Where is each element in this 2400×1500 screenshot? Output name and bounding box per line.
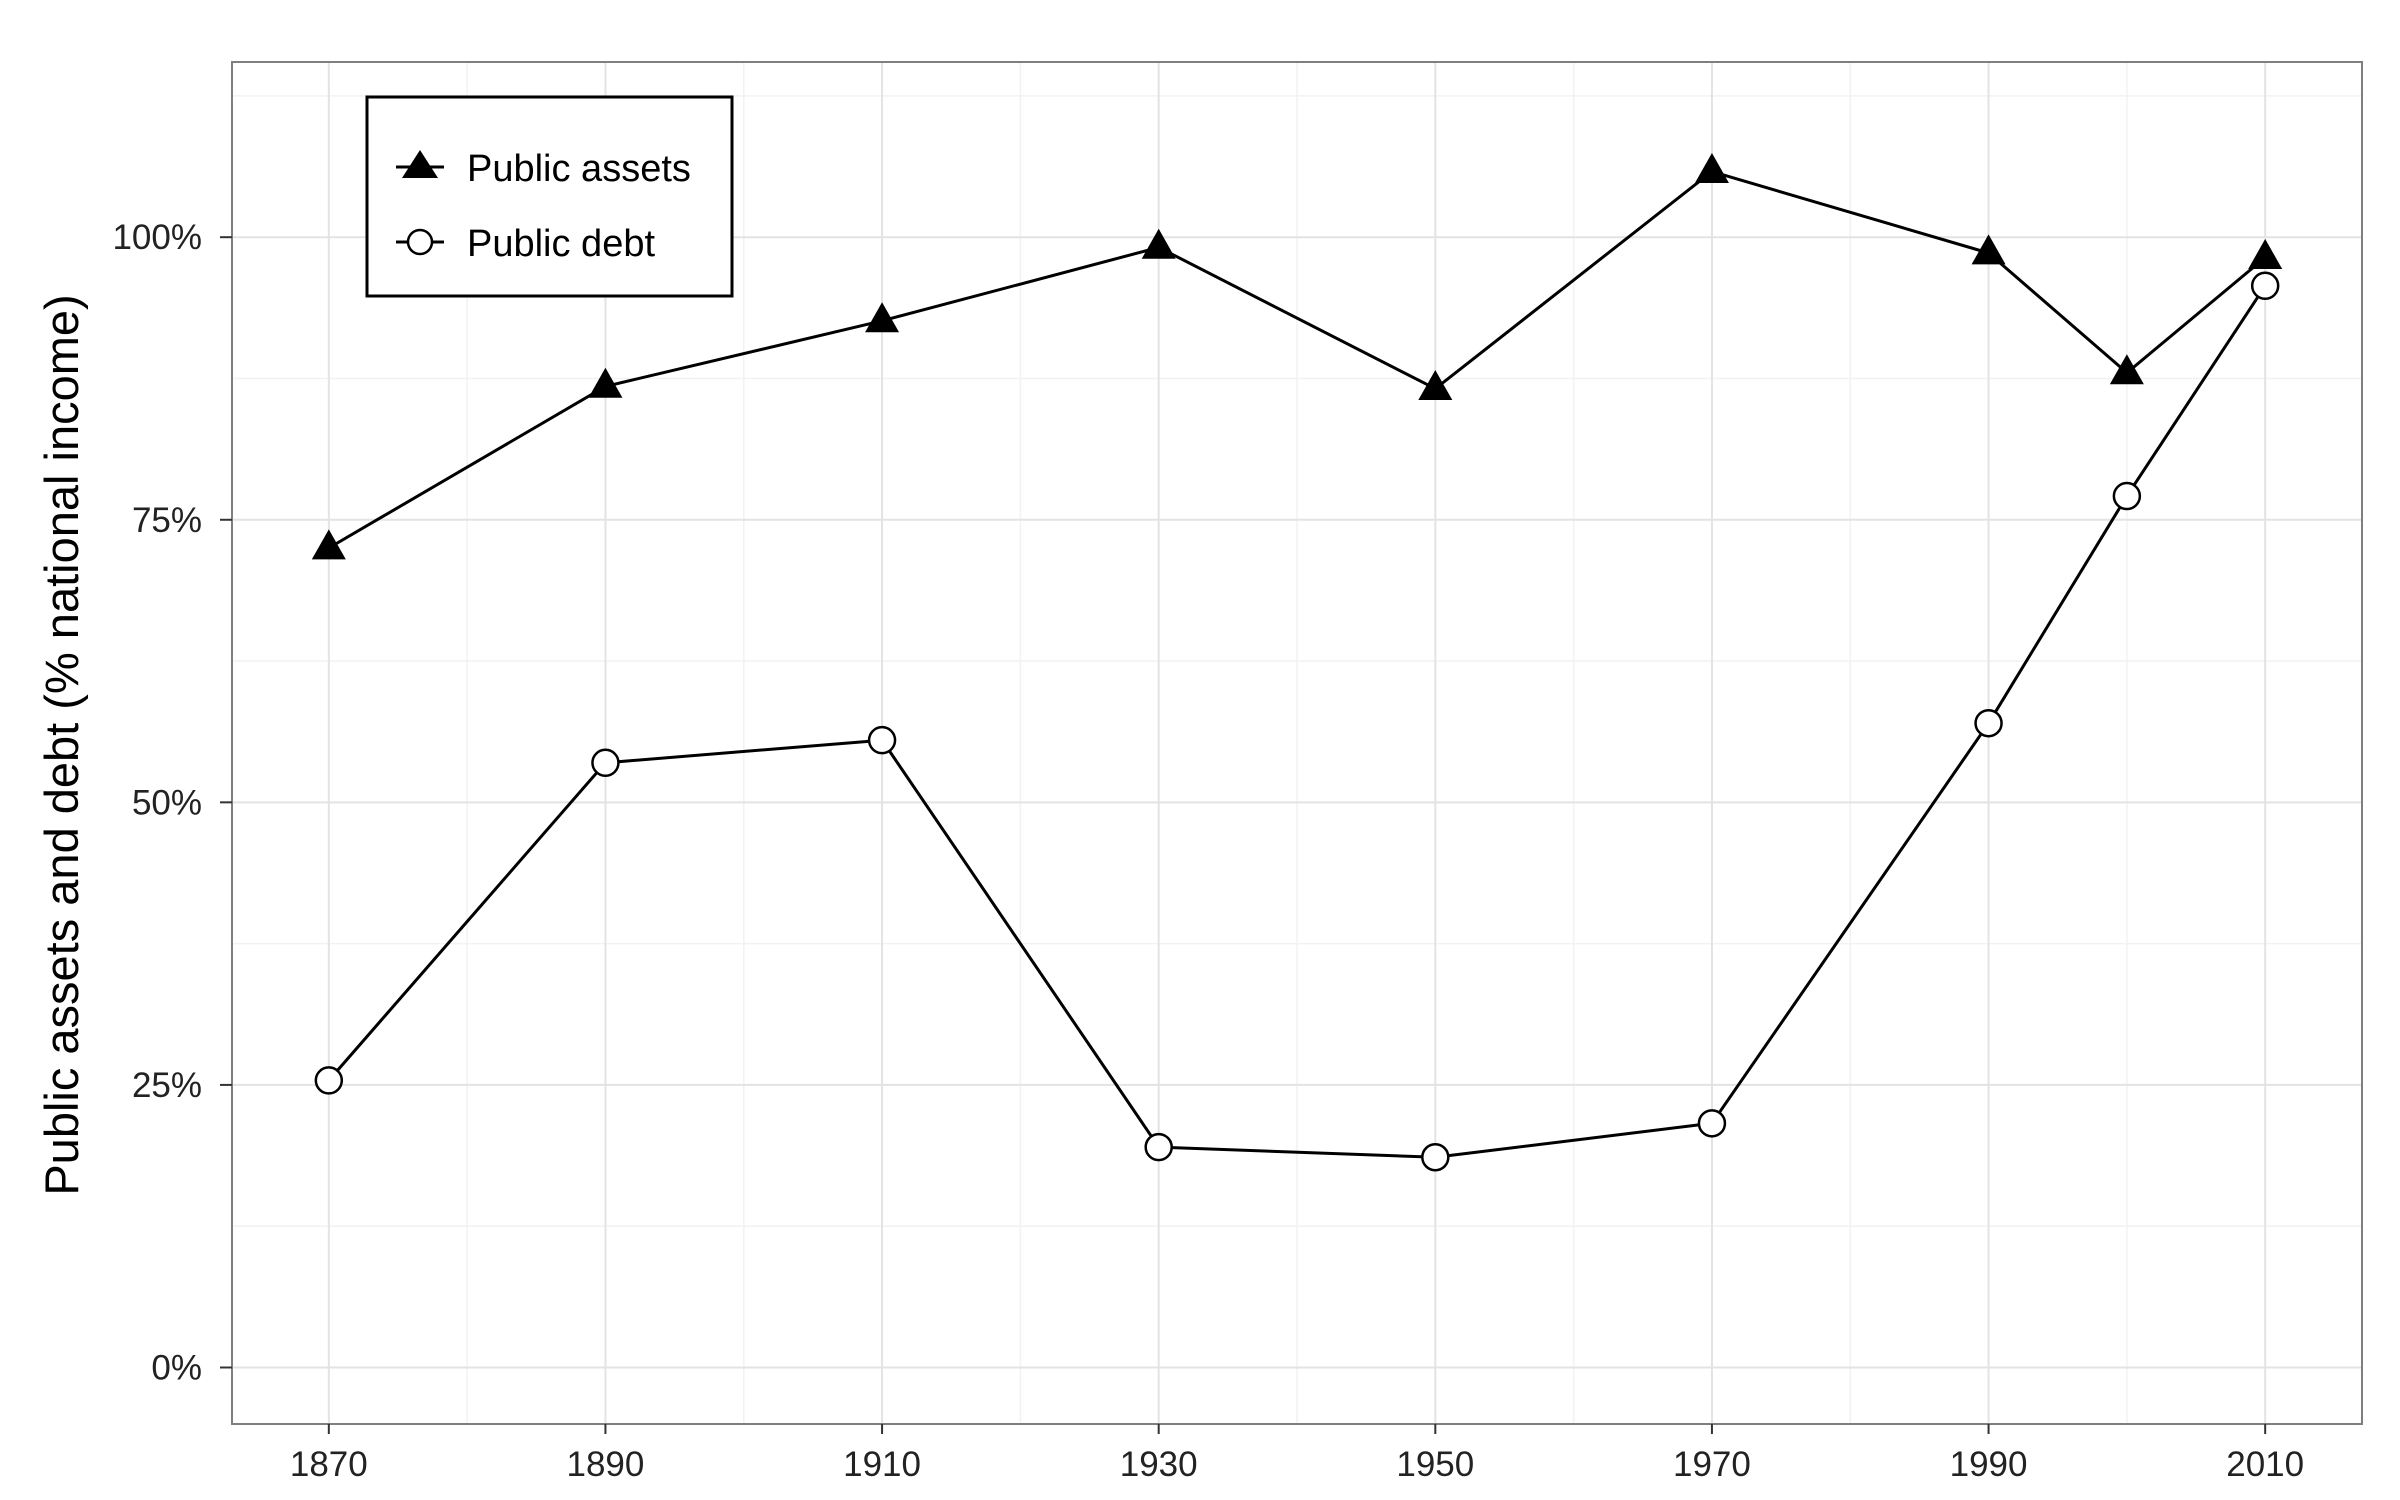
y-tick-label: 50% <box>132 783 202 822</box>
x-tick-label: 1930 <box>1120 1445 1198 1484</box>
y-tick-label: 100% <box>112 218 202 257</box>
y-tick-label: 25% <box>132 1066 202 1105</box>
data-point-public-assets-1950 <box>1418 370 1453 401</box>
data-point-public-debt-1990 <box>1974 708 2003 738</box>
data-point-public-assets-1930 <box>1141 228 1176 259</box>
x-tick-label: 1870 <box>290 1445 368 1484</box>
data-point-public-assets-1890 <box>588 367 623 398</box>
data-point-public-assets-1870 <box>311 529 346 560</box>
legend-item-public-debt: Public debt <box>396 223 655 265</box>
legend-label-public-debt: Public debt <box>467 223 655 265</box>
data-point-public-assets-2000 <box>2109 354 2144 385</box>
data-point-public-debt-1930 <box>1144 1132 1173 1162</box>
data-point-public-debt-1910 <box>867 725 897 755</box>
x-tick-label: 1890 <box>567 1445 645 1484</box>
legend-marker-triangle-icon <box>402 150 438 178</box>
y-axis-title: Public assets and debt (% national incom… <box>35 294 88 1195</box>
data-point-public-assets-2010 <box>2248 238 2283 269</box>
legend-box <box>365 95 734 298</box>
legend-marker-circle-icon <box>406 228 434 256</box>
data-point-public-assets-1970 <box>1694 153 1729 184</box>
data-point-public-debt-2000 <box>2112 481 2142 511</box>
y-axis-ticks: 0% 25% 50% 75% 100% <box>112 218 232 1387</box>
x-tick-label: 1910 <box>843 1445 921 1484</box>
x-tick-label: 1990 <box>1950 1445 2028 1484</box>
data-point-public-debt-1970 <box>1697 1109 1727 1138</box>
x-tick-label: 1970 <box>1673 1445 1751 1484</box>
data-point-public-debt-1890 <box>591 748 620 778</box>
data-point-public-debt-1950 <box>1421 1143 1450 1172</box>
legend-label-public-assets: Public assets <box>467 148 691 190</box>
minor-gridlines <box>232 62 2362 1424</box>
legend-item-public-assets: Public assets <box>396 148 691 190</box>
plot-panel-border <box>231 61 2363 1425</box>
y-tick-label: 0% <box>151 1348 202 1387</box>
legend: Public assets Public debt <box>365 95 734 298</box>
data-point-public-assets-1990 <box>1971 234 2006 265</box>
series-layer <box>311 153 2283 1172</box>
x-tick-label: 2010 <box>2226 1445 2304 1484</box>
data-point-public-debt-2010 <box>2250 271 2280 301</box>
x-tick-label: 1950 <box>1396 1445 1474 1484</box>
x-axis-ticks: 1870 1890 1910 1930 1950 1970 1990 2010 <box>290 1424 2304 1484</box>
y-tick-label: 75% <box>132 501 202 540</box>
data-point-public-debt-1870 <box>314 1066 344 1095</box>
data-point-public-assets-1910 <box>865 302 900 333</box>
